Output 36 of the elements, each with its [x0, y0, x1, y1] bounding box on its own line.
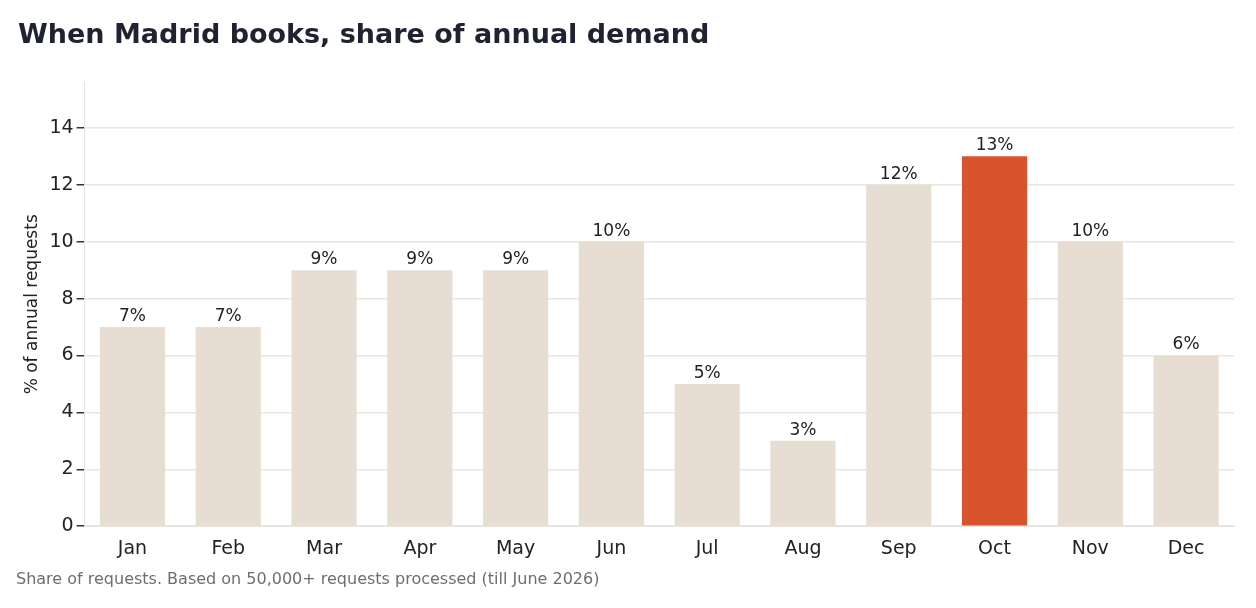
y-tick-label: 8: [61, 285, 74, 308]
y-axis-title: % of annual requests: [20, 214, 41, 395]
data-label: 5%: [693, 361, 721, 382]
data-label: 9%: [310, 248, 338, 269]
chart-title: When Madrid books, share of annual demand: [18, 18, 710, 50]
text: Share of requests. Based on 50,000+ requests processed (till June 2026): [16, 569, 601, 588]
y-tick-label: 12: [49, 171, 74, 194]
data-label: 10%: [1071, 219, 1110, 240]
y-tick-label: 6: [61, 342, 74, 365]
x-tick-label: Nov: [1071, 535, 1109, 558]
bar: [961, 156, 1028, 526]
data-label: 10%: [592, 219, 631, 240]
data-label: 6%: [1172, 333, 1200, 354]
data-label: 9%: [406, 248, 434, 269]
data-label: 7%: [118, 304, 146, 325]
x-tick-label: Jun: [595, 535, 627, 558]
y-tick-label: 2: [61, 456, 74, 479]
y-tick-label: 10: [49, 228, 74, 251]
x-tick-label: Jan: [116, 535, 148, 558]
x-tick-label: Aug: [784, 535, 822, 558]
y-tick-label: 0: [61, 513, 74, 536]
x-tick-label: May: [495, 535, 536, 558]
y-tick-label: 4: [61, 399, 74, 422]
x-tick-label: Sep: [880, 535, 917, 558]
data-label: 7%: [214, 304, 242, 325]
data-label: 12%: [879, 162, 918, 183]
x-tick-label: Dec: [1167, 535, 1205, 558]
x-tick-label: Feb: [211, 535, 246, 558]
data-label: 3%: [789, 418, 817, 439]
y-tick-label: 14: [49, 114, 74, 137]
data-label: 9%: [502, 248, 530, 269]
x-tick-label: Oct: [978, 535, 1011, 558]
x-tick-label: Jul: [694, 535, 719, 558]
x-tick-label: Mar: [306, 535, 343, 558]
data-label: 13%: [975, 134, 1014, 155]
x-tick-label: Apr: [403, 535, 437, 558]
